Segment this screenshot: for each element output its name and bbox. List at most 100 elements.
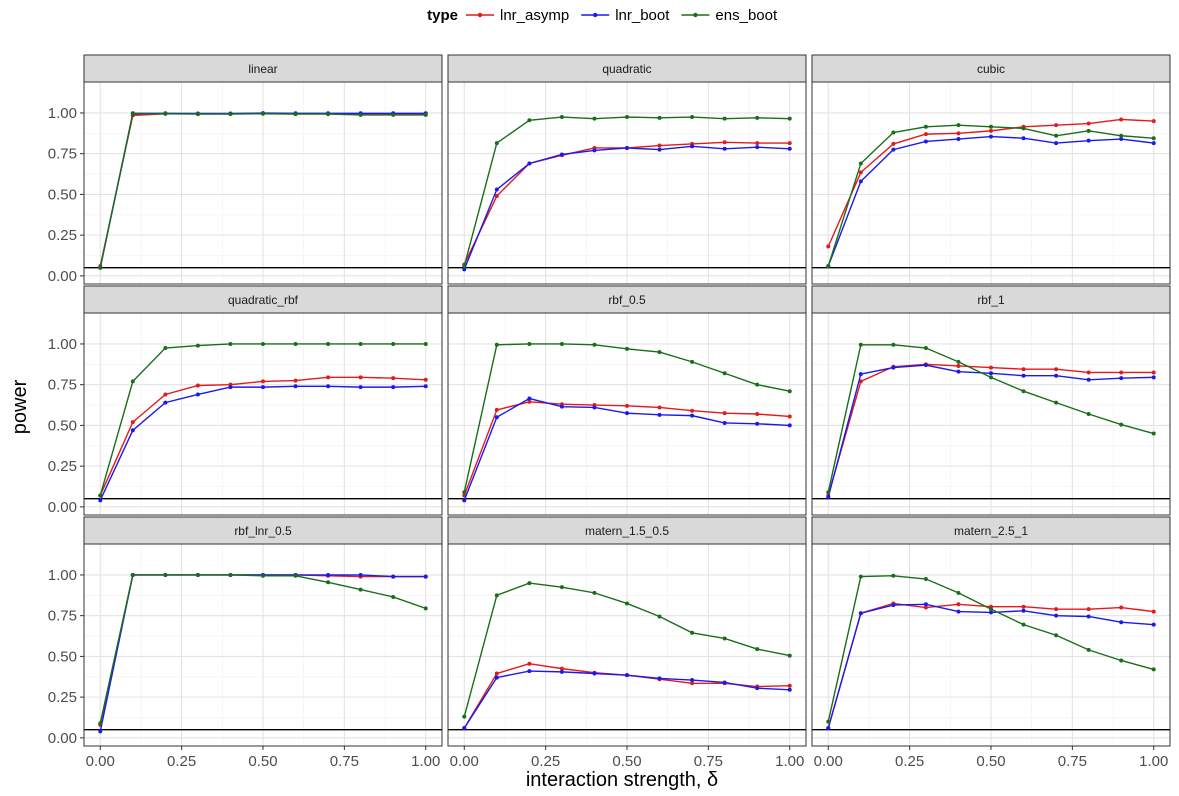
series-ens-boot xyxy=(462,581,792,719)
data-point xyxy=(1119,658,1124,663)
data-point xyxy=(956,590,961,595)
y-tick-label: 1.00 xyxy=(48,105,77,122)
x-axis-ticks: 0.00 0.25 0.50 0.75 1.00 0.00 0.25 0.50 0.75 1.00… xyxy=(86,746,1168,770)
data-point xyxy=(722,371,727,376)
legend: type lnr_asymp lnr_boot ens_boot xyxy=(427,7,778,24)
data-point xyxy=(293,384,298,389)
facet-label: quadratic_rbf xyxy=(228,293,299,307)
legend-item-lnr-boot: lnr_boot xyxy=(581,7,670,24)
data-point xyxy=(923,605,928,610)
data-point xyxy=(527,399,532,404)
data-point xyxy=(98,498,103,503)
data-point xyxy=(625,346,629,351)
data-point xyxy=(891,141,896,146)
y-axis-title: power xyxy=(9,379,31,434)
data-point xyxy=(722,411,727,416)
y-tick-label: 0.50 xyxy=(48,417,77,434)
data-point xyxy=(1151,622,1156,627)
panel-grid xyxy=(812,82,1170,284)
data-point xyxy=(858,611,863,616)
data-point xyxy=(826,244,831,249)
data-point xyxy=(358,385,363,390)
data-point xyxy=(956,369,961,374)
data-point xyxy=(657,676,662,681)
data-point xyxy=(891,573,896,578)
data-point xyxy=(228,572,233,577)
data-point xyxy=(559,669,564,674)
data-point xyxy=(690,630,695,635)
facet-label: linear xyxy=(248,62,277,76)
facet-panel-quadratic: quadratic xyxy=(447,54,807,285)
data-point xyxy=(163,572,168,577)
data-point xyxy=(657,143,662,148)
data-point xyxy=(1021,136,1026,141)
data-point xyxy=(1119,117,1124,122)
data-point xyxy=(527,396,532,401)
facet-label: cubic xyxy=(977,62,1005,76)
data-point xyxy=(956,359,961,364)
data-point xyxy=(1021,367,1026,372)
data-point xyxy=(657,147,662,152)
data-point xyxy=(592,148,597,153)
data-point xyxy=(1119,422,1124,427)
legend-label: ens_boot xyxy=(715,7,778,24)
data-point xyxy=(1086,412,1091,416)
facet-strip xyxy=(447,54,807,83)
series-ens-boot xyxy=(98,111,428,270)
y-tick-label: 0.00 xyxy=(48,499,77,516)
data-point xyxy=(592,590,597,595)
data-point xyxy=(527,661,532,666)
data-point xyxy=(826,495,831,500)
data-point xyxy=(163,392,168,397)
x-tick-label: 1.00 xyxy=(411,753,440,770)
facet-strip xyxy=(811,54,1171,83)
facet-panel-quadratic-rbf: quadratic_rbf xyxy=(83,285,443,516)
data-point xyxy=(1054,607,1059,612)
panel-border xyxy=(811,81,1171,285)
data-point xyxy=(690,408,695,413)
legend-label: lnr_asymp xyxy=(500,7,569,24)
data-point xyxy=(559,404,564,409)
x-tick-label: 0.75 xyxy=(330,753,359,770)
data-point xyxy=(1151,141,1156,146)
series-ens-boot xyxy=(826,573,1156,724)
legend-item-ens-boot: ens_boot xyxy=(681,7,778,24)
data-point xyxy=(494,671,499,676)
data-point xyxy=(1119,620,1124,625)
data-point xyxy=(657,614,662,619)
facet-panel-rbf-lnr-0-5: rbf_lnr_0.5 xyxy=(83,516,443,747)
data-point xyxy=(989,365,993,370)
data-point xyxy=(592,405,597,410)
panel-border xyxy=(83,312,443,516)
facet-strip xyxy=(811,285,1171,314)
data-point xyxy=(923,363,928,368)
data-point xyxy=(625,411,629,416)
data-point xyxy=(891,130,896,135)
data-point xyxy=(1086,647,1091,652)
x-tick-label: 0.50 xyxy=(612,753,641,770)
data-point xyxy=(1151,609,1156,614)
data-point xyxy=(1119,605,1124,610)
data-point xyxy=(1021,608,1026,613)
data-point xyxy=(826,490,831,495)
data-point xyxy=(989,128,993,133)
x-tick-label: 0.25 xyxy=(531,753,560,770)
data-point xyxy=(326,341,331,346)
data-point xyxy=(787,414,792,419)
facet-panels: linear quadratic cubic quadratic_rbf rbf_0.5… xyxy=(83,54,1171,747)
data-point xyxy=(326,580,331,585)
y-tick-label: 0.75 xyxy=(48,377,77,394)
y-tick-label: 1.00 xyxy=(48,336,77,353)
data-point xyxy=(261,111,265,116)
data-point xyxy=(423,574,428,579)
data-point xyxy=(1054,633,1059,638)
series-ens-boot xyxy=(826,342,1156,495)
data-point xyxy=(163,111,168,116)
data-point xyxy=(423,384,428,389)
data-point xyxy=(891,603,896,608)
data-point xyxy=(1054,133,1059,138)
data-point xyxy=(858,372,863,377)
panel-grid xyxy=(812,544,1170,746)
data-point xyxy=(787,653,792,658)
x-tick-label: 0.00 xyxy=(450,753,479,770)
